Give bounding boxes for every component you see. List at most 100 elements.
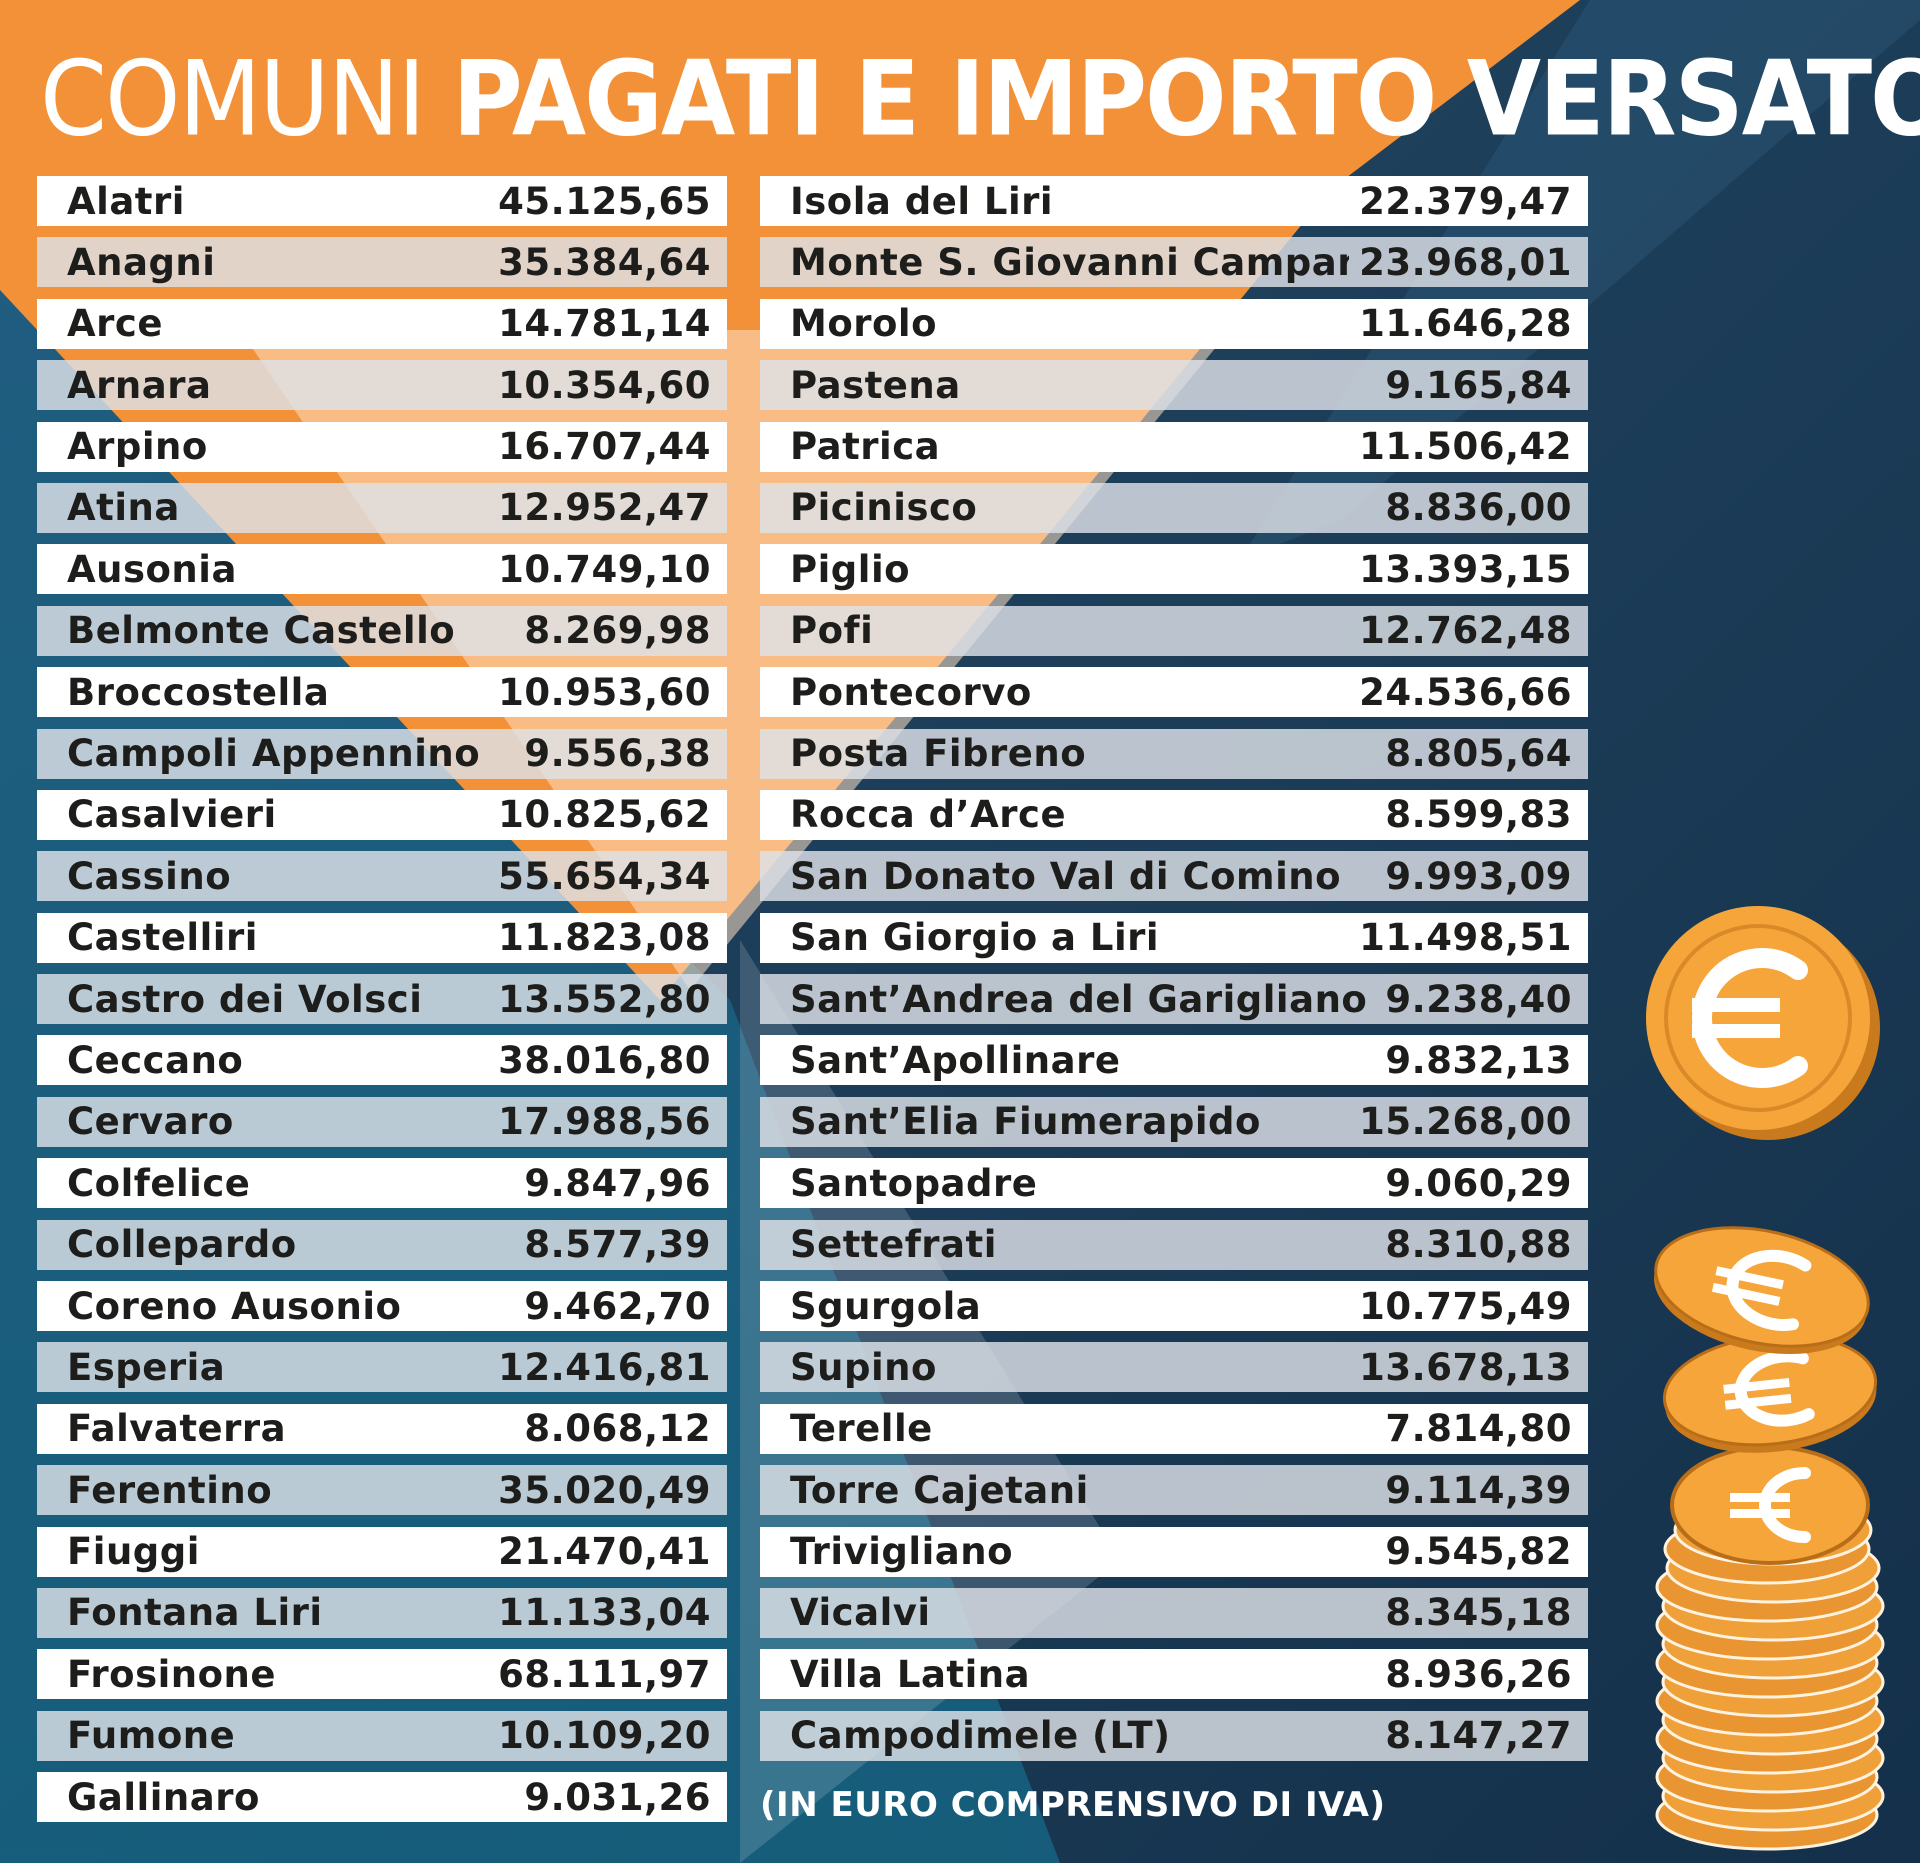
importo-amount: 8.936,26 — [1385, 1652, 1572, 1696]
comune-name: Cassino — [67, 854, 232, 898]
comune-name: San Donato Val di Comino — [790, 854, 1342, 898]
importo-amount: 10.749,10 — [498, 547, 711, 591]
importo-amount: 17.988,56 — [498, 1100, 711, 1144]
importo-amount: 9.545,82 — [1385, 1530, 1572, 1574]
comune-name: Isola del Liri — [790, 179, 1054, 223]
table-row: Sant’Apollinare 9.832,13 — [760, 1035, 1588, 1086]
comune-name: Coreno Ausonio — [67, 1284, 402, 1328]
table-row: Collepardo 8.577,39 — [37, 1219, 727, 1270]
importo-amount: 9.238,40 — [1385, 977, 1572, 1021]
comune-name: Rocca d’Arce — [790, 793, 1067, 837]
importo-amount: 10.775,49 — [1359, 1284, 1572, 1328]
comune-name: Villa Latina — [790, 1652, 1031, 1696]
table-row: Monte S. Giovanni Campano 23.968,01 — [760, 237, 1588, 288]
table-row: Vicalvi 8.345,18 — [760, 1587, 1588, 1638]
comune-name: Picinisco — [790, 486, 978, 530]
comune-name: Sant’Elia Fiumerapido — [790, 1100, 1261, 1144]
comune-name: Broccostella — [67, 670, 330, 714]
table-row: Colfelice 9.847,96 — [37, 1158, 727, 1209]
table-row: Atina 12.952,47 — [37, 482, 727, 533]
table-row: Falvaterra 8.068,12 — [37, 1403, 727, 1454]
table-row: Pastena 9.165,84 — [760, 360, 1588, 411]
importo-amount: 8.577,39 — [524, 1223, 711, 1267]
table-row: Ausonia 10.749,10 — [37, 544, 727, 595]
importo-amount: 16.707,44 — [498, 425, 711, 469]
comune-name: San Giorgio a Liri — [790, 916, 1160, 960]
importo-amount: 24.536,66 — [1359, 670, 1572, 714]
importo-amount: 23.968,01 — [1359, 240, 1572, 284]
table-row: Arpino 16.707,44 — [37, 421, 727, 472]
table-row: Alatri 45.125,65 — [37, 176, 727, 226]
comune-name: Atina — [67, 486, 180, 530]
table-row: Sant’Andrea del Garigliano 9.238,40 — [760, 974, 1588, 1025]
importo-amount: 9.114,39 — [1385, 1468, 1572, 1512]
importo-amount: 11.646,28 — [1359, 302, 1572, 346]
importo-amount: 68.111,97 — [498, 1652, 711, 1696]
importo-amount: 13.552,80 — [498, 977, 711, 1021]
importo-amount: 12.762,48 — [1359, 609, 1572, 653]
importo-amount: 8.599,83 — [1385, 793, 1572, 837]
table-row: Sgurgola 10.775,49 — [760, 1281, 1588, 1332]
comune-name: Torre Cajetani — [790, 1468, 1089, 1512]
importo-amount: 12.952,47 — [498, 486, 711, 530]
table-row: Pontecorvo 24.536,66 — [760, 667, 1588, 718]
comune-name: Gallinaro — [67, 1775, 260, 1819]
importo-amount: 11.506,42 — [1359, 425, 1572, 469]
comune-name: Ceccano — [67, 1038, 244, 1082]
table-row: Anagni 35.384,64 — [37, 237, 727, 288]
importo-amount: 13.393,15 — [1359, 547, 1572, 591]
table-row: Trivigliano 9.545,82 — [760, 1526, 1588, 1577]
importo-amount: 35.384,64 — [498, 240, 711, 284]
comune-name: Patrica — [790, 425, 941, 469]
importo-amount: 8.147,27 — [1385, 1714, 1572, 1758]
comune-name: Pontecorvo — [790, 670, 1032, 714]
comune-name: Campoli Appennino — [67, 732, 481, 776]
table-row: Fiuggi 21.470,41 — [37, 1526, 727, 1577]
importo-amount: 10.825,62 — [498, 793, 711, 837]
comune-name: Vicalvi — [790, 1591, 931, 1635]
comune-name: Colfelice — [67, 1161, 251, 1205]
right-column-table: Isola del Liri 22.379,47 Monte S. Giovanni… — [760, 176, 1588, 1772]
table-row: Piglio 13.393,15 — [760, 544, 1588, 595]
footnote: (IN EURO COMPRENSIVO DI IVA) — [760, 1785, 1386, 1825]
comune-name: Casalvieri — [67, 793, 277, 837]
comune-name: Pastena — [790, 363, 961, 407]
table-row: Frosinone 68.111,97 — [37, 1649, 727, 1700]
title-regular: COMUNI — [40, 38, 453, 160]
comune-name: Anagni — [67, 240, 216, 284]
table-row: Coreno Ausonio 9.462,70 — [37, 1281, 727, 1332]
table-row: Morolo 11.646,28 — [760, 298, 1588, 349]
importo-amount: 9.832,13 — [1385, 1038, 1572, 1082]
importo-amount: 11.498,51 — [1359, 916, 1572, 960]
comune-name: Falvaterra — [67, 1407, 287, 1451]
comune-name: Cervaro — [67, 1100, 234, 1144]
importo-amount: 10.109,20 — [498, 1714, 711, 1758]
importo-amount: 9.556,38 — [524, 732, 711, 776]
importo-amount: 8.310,88 — [1385, 1223, 1572, 1267]
importo-amount: 45.125,65 — [498, 179, 711, 223]
table-row: Cervaro 17.988,56 — [37, 1096, 727, 1147]
table-row: Cassino 55.654,34 — [37, 851, 727, 902]
importo-amount: 14.781,14 — [498, 302, 711, 346]
table-row: Casalvieri 10.825,62 — [37, 789, 727, 840]
table-row: Torre Cajetani 9.114,39 — [760, 1465, 1588, 1516]
comune-name: Terelle — [790, 1407, 933, 1451]
comune-name: Ausonia — [67, 547, 237, 591]
importo-amount: 8.345,18 — [1385, 1591, 1572, 1635]
table-row: Arnara 10.354,60 — [37, 360, 727, 411]
comune-name: Ferentino — [67, 1468, 273, 1512]
table-row: Isola del Liri 22.379,47 — [760, 176, 1588, 226]
table-row: Picinisco 8.836,00 — [760, 482, 1588, 533]
table-row: Settefrati 8.310,88 — [760, 1219, 1588, 1270]
comune-name: Santopadre — [790, 1161, 1038, 1205]
euro-coin-stack-icon — [1654, 1226, 1885, 1851]
comune-name: Trivigliano — [790, 1530, 1013, 1574]
importo-amount: 10.953,60 — [498, 670, 711, 714]
table-row: Sant’Elia Fiumerapido 15.268,00 — [760, 1096, 1588, 1147]
importo-amount: 8.805,64 — [1385, 732, 1572, 776]
table-row: Gallinaro 9.031,26 — [37, 1772, 727, 1823]
comune-name: Settefrati — [790, 1223, 997, 1267]
euro-coin-icon — [1646, 906, 1880, 1140]
table-row: Castelliri 11.823,08 — [37, 912, 727, 963]
comune-name: Fontana Liri — [67, 1591, 323, 1635]
